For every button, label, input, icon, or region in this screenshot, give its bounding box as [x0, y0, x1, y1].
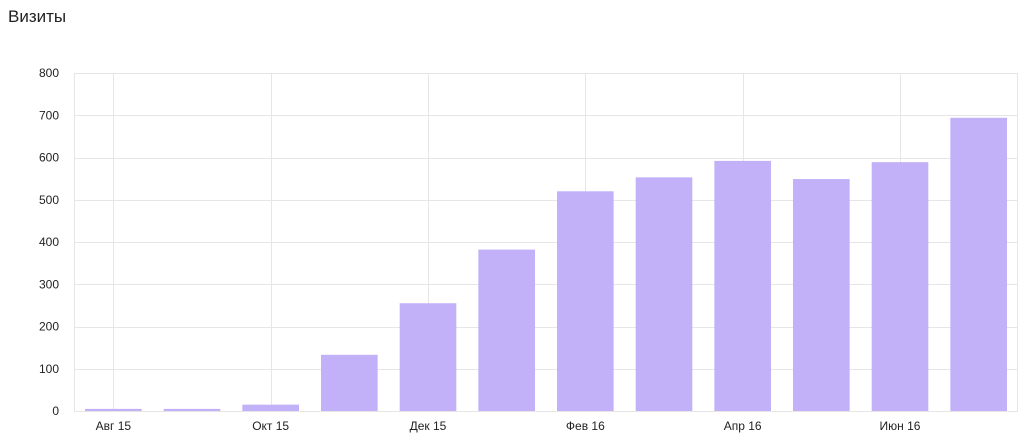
x-axis-ticks: Авг 15 Окт 15 Дек 15 Фев 16 Апр 16 Июн 16	[96, 419, 921, 433]
y-tick-label: 500	[39, 193, 59, 207]
bar-апр-16	[714, 160, 771, 411]
y-tick-label: 600	[39, 151, 59, 165]
bar-окт-15	[242, 404, 299, 411]
bar-янв-16	[478, 249, 535, 411]
bar-ноя-15	[321, 354, 378, 411]
bar-авг-15	[85, 408, 142, 411]
x-tick-label: Дек 15	[410, 419, 447, 433]
bar-сен-15	[163, 408, 221, 411]
y-tick-label: 100	[39, 362, 59, 376]
y-tick-label: 300	[39, 277, 59, 291]
y-tick-label: 0	[52, 404, 59, 418]
y-tick-label: 200	[39, 320, 59, 334]
bar-май-16	[793, 179, 850, 411]
y-tick-label: 400	[39, 235, 59, 249]
bar-мар-16	[635, 177, 693, 411]
bar-июл-16	[950, 117, 1007, 411]
bars	[85, 117, 1007, 411]
bar-фев-16	[557, 191, 614, 411]
x-tick-label: Июн 16	[880, 419, 921, 433]
x-tick-label: Фев 16	[566, 419, 605, 433]
y-axis-ticks: 0 100 200 300 400 500 600 700 800	[39, 66, 59, 418]
x-tick-label: Апр 16	[724, 419, 762, 433]
x-tick-label: Авг 15	[96, 419, 132, 433]
x-tick-label: Окт 15	[252, 419, 289, 433]
y-tick-label: 800	[39, 66, 59, 80]
bar-дек-15	[399, 303, 457, 411]
y-tick-label: 700	[39, 108, 59, 122]
chart-title: Визиты	[8, 7, 67, 26]
bar-июн-16	[871, 162, 929, 411]
